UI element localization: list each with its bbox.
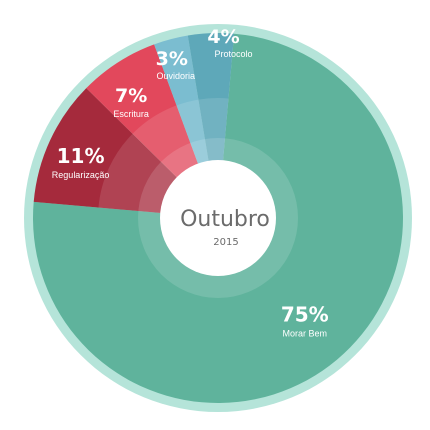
value-label-morar-bem: 75%	[281, 302, 329, 326]
value-label-protocolo: 4%	[207, 26, 239, 48]
category-label-escritura: Escritura	[113, 109, 149, 119]
value-label-ouvidoria: 3%	[156, 48, 188, 70]
category-label-regularizacao: Regularização	[52, 170, 110, 180]
category-label-protocolo: Protocolo	[214, 49, 252, 59]
center-hub	[160, 160, 276, 276]
category-label-morar-bem: Morar Bem	[283, 328, 328, 338]
value-label-regularizacao: 11%	[57, 144, 105, 168]
value-label-escritura: 7%	[115, 85, 147, 107]
center-subtitle: 2015	[213, 237, 238, 248]
category-label-ouvidoria: Ouvidoria	[156, 71, 195, 81]
slice-protocolo	[187, 32, 235, 218]
slice-highlight-protocolo	[198, 98, 229, 218]
center-title: Outubro	[180, 207, 270, 232]
